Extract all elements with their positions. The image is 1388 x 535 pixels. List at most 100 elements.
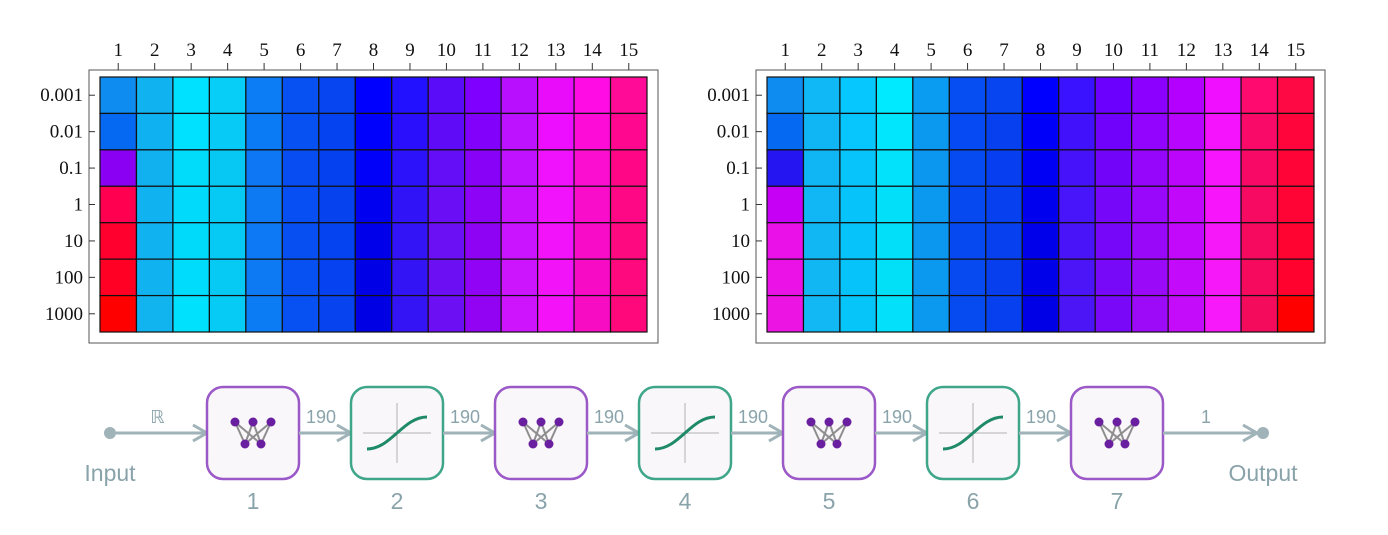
dimension-label: 1 [1201,407,1211,427]
layer-index-label: 7 [1111,488,1124,514]
linear-layer-node-icon [842,417,852,427]
heatmap-cell [135,258,174,297]
heatmap-cell [172,258,211,297]
heatmap-cell [318,76,356,115]
heatmap-cell [99,222,138,260]
heatmap-cell [391,149,429,187]
heatmap-cell [1131,222,1169,260]
heatmap-cell [318,185,356,224]
linear-layer-edge [1108,421,1136,445]
heatmap-cell [573,294,612,333]
heatmap-cell [1094,258,1133,297]
heatmap-cell [1240,258,1279,297]
sigmoid-curve-icon [942,415,1004,451]
heatmap-cell [354,294,393,333]
heatmap-cell [1058,149,1096,187]
heatmap-cell [464,222,502,260]
heatmap-cell [464,112,502,151]
heatmap-cell [1021,294,1060,333]
heatmap-cell [766,149,805,187]
heatmap-cell [573,112,612,151]
layer-index-label: 3 [535,488,548,514]
heatmap-cell [391,185,429,224]
heatmap-cell [1094,222,1133,260]
heatmap-cell [1058,222,1096,260]
y-tick-label: 0.001 [40,85,83,106]
heatmap-cell [1240,112,1279,151]
heatmap-cell [536,185,575,224]
heatmap-cell [500,76,539,115]
heatmap-cell [948,149,987,187]
heatmap-cell [1240,185,1279,224]
heatmap-cell [573,149,612,187]
x-tick-label: 7 [332,40,342,61]
heatmap-cell [536,294,575,333]
heatmap-cell [1131,294,1169,333]
x-tick-label: 11 [474,40,492,61]
heatmap-cell [245,294,283,333]
heatmap-cell [1276,258,1315,297]
input-port [104,427,116,439]
heatmap-cell [875,185,914,224]
heatmap-cell [1058,258,1096,297]
linear-layer-node-icon [824,417,834,427]
linear-layer-node-icon [256,439,266,449]
heatmap-cell [464,76,502,115]
heatmap-cell [1167,185,1206,224]
linear-layer-node-icon [266,417,276,427]
heatmap-cell [464,149,502,187]
heatmap-cell [391,222,429,260]
layer-box-7 [1069,385,1165,481]
heatmap-cell [1276,112,1315,151]
heatmap-cell [172,294,211,333]
heatmap-cell [912,294,950,333]
heatmap-cell [208,222,247,260]
heatmap-cell [208,185,247,224]
heatmap-cell [1203,149,1242,187]
sigmoid-curve-icon [366,415,428,451]
heatmap-cell [1131,76,1169,115]
layer-box-5 [781,385,877,481]
heatmap-cell [985,149,1023,187]
heatmap-cell [802,185,841,224]
heatmap-cell [354,149,393,187]
heatmap-cell [912,222,950,260]
heatmap-cell [172,149,211,187]
heatmap-cell [573,76,612,115]
y-tick-label: 1000 [45,304,83,325]
heatmap-cell [802,222,841,260]
heatmap-cell [318,294,356,333]
heatmap-cell [245,76,283,115]
heatmap-cell [281,258,320,297]
heatmap-cell [318,149,356,187]
x-tick-label: 2 [150,40,160,61]
heatmap-cell [1203,222,1242,260]
heatmap-cell [1276,294,1315,333]
heatmap-cell [875,149,914,187]
linear-layer-node-icon [1104,439,1114,449]
heatmap-cell [208,76,247,115]
x-tick-label: 4 [223,40,233,61]
arrow-head-icon [1242,423,1261,443]
heatmap-cell [1058,294,1096,333]
linear-layer-node-icon [544,439,554,449]
heatmap-cell [427,222,466,260]
y-tick-label: 0.01 [50,122,83,143]
x-tick-label: 1 [780,40,790,61]
heatmap-cell [536,258,575,297]
heatmap-cell [172,222,211,260]
linear-layer-node-icon [1120,439,1130,449]
dimension-label: ℝ [150,407,164,427]
x-tick-label: 3 [853,40,863,61]
heatmap-cell [985,294,1023,333]
heatmap-cell [245,222,283,260]
heatmap-cell [985,112,1023,151]
layer-index-label: 1 [247,488,260,514]
heatmap-cell [318,222,356,260]
x-tick-label: 12 [1177,40,1196,61]
heatmap-cell [135,112,174,151]
heatmap-cell [464,258,502,297]
heatmap-cell [135,294,174,333]
heatmap-cell [354,185,393,224]
heatmap-cell [802,258,841,297]
